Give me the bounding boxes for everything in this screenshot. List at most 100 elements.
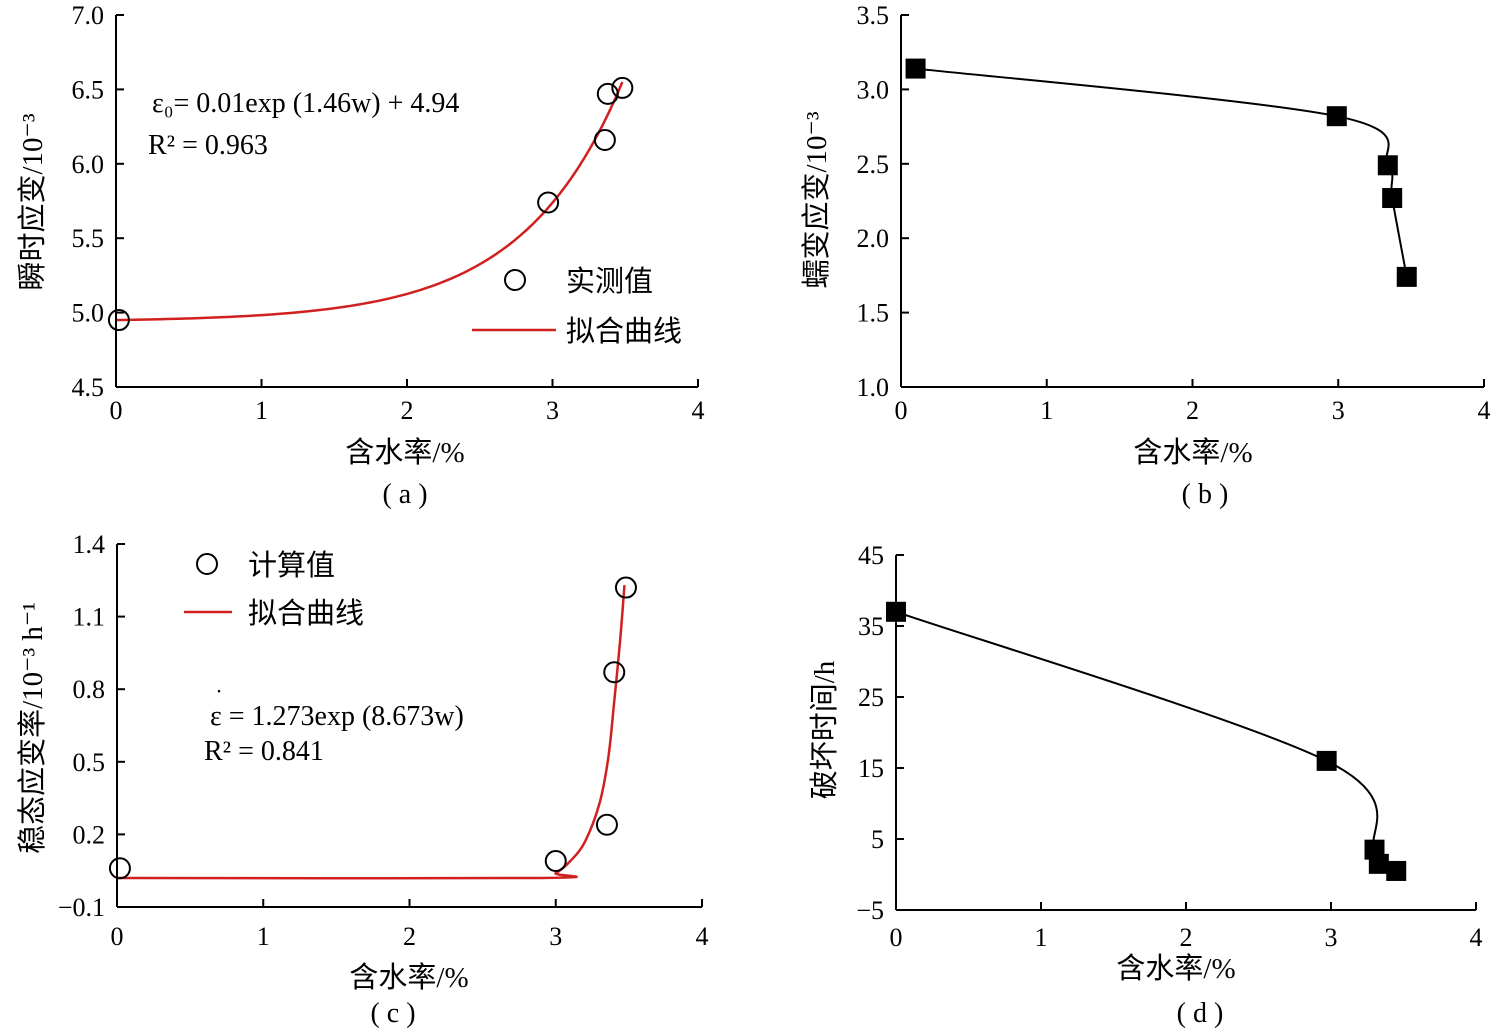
panel-c-x-tick-label: 2	[403, 922, 416, 951]
panel-a-legend-circle-marker	[504, 269, 526, 291]
panel-c-x-tick-label: 4	[696, 922, 709, 951]
panel-d-data-point	[1316, 750, 1337, 771]
panel-c-legend-fit-label: 拟合曲线	[248, 597, 364, 630]
panel-c-y-tick-label: 0.8	[73, 675, 106, 704]
panel-a-data-point	[107, 309, 130, 332]
panel-c-equation: ε = 1.273exp (8.673w)	[210, 701, 464, 732]
panel-c-equation-dot: ˙	[215, 686, 223, 712]
panel-b-y-tick-label: 3.0	[857, 75, 890, 104]
panel-d-x-tick-label: 3	[1325, 923, 1338, 952]
panel-c-x-tick-label: 3	[549, 922, 562, 951]
panel-a-r-squared: R² = 0.963	[148, 130, 268, 161]
panel-d-y-tick-label: 35	[858, 612, 884, 641]
panel-b-x-tick-label: 1	[1040, 396, 1053, 425]
panel-d-series-line	[895, 610, 1397, 872]
panel-b-x-tick-label: 2	[1186, 396, 1199, 425]
panel-c-fit-curve	[116, 585, 626, 880]
panel-a-y-tick-label: 4.5	[72, 373, 105, 402]
panel-b-y-tick-label: 1.5	[857, 299, 890, 328]
panel-c-r-squared: R² = 0.841	[204, 736, 324, 767]
panel-a-marker-layer	[107, 76, 634, 332]
panel-b-x-tick-label: 4	[1478, 396, 1491, 425]
panel-a-x-axis-label: 含水率/%	[345, 436, 464, 469]
panel-d-x-tick-label: 1	[1035, 923, 1048, 952]
panel-c-y-tick-label: 0.2	[73, 820, 106, 849]
panel-b-y-tick-label: 3.5	[857, 1, 890, 30]
panel-c-data-point	[603, 661, 626, 684]
panel-d-x-tick-label: 0	[890, 923, 903, 952]
panel-b-y-tick-label: 1.0	[857, 373, 890, 402]
panel-b-y-axis-label: 蠕变应变/10⁻³	[800, 111, 833, 288]
panel-d-x-tick-label: 4	[1470, 923, 1483, 952]
panel-a-chart: 0 1 2 3 4 4.5 5.0 5.5 6.0 6.5 7.0 ε₀= 0.01exp (1.4…	[16, 1, 705, 510]
panel-b-data-point	[1382, 188, 1403, 209]
panel-b-series-line	[915, 67, 1408, 278]
panel-d-data-point	[1386, 860, 1407, 881]
panel-d-label: ( d )	[1177, 998, 1224, 1029]
panel-b-axes: 0 1 2 3 4 1.0 1.5 2.0 2.5 3.0 3.5	[857, 1, 1491, 425]
panel-c-legend-circle-marker	[196, 553, 218, 575]
panel-a-fit-curve-layer	[115, 81, 624, 322]
panel-d-y-tick-label: −5	[856, 896, 884, 925]
panel-a-label: ( a )	[382, 479, 427, 510]
panel-a-y-tick-label: 6.5	[72, 75, 105, 104]
panel-c-chart: 0 1 2 3 4 −0.1 0.2 0.5 0.8 1.1 1.4 计算值 拟合曲线 ˙ ε = …	[16, 530, 709, 1029]
panel-c-y-tick-label: 1.4	[73, 530, 106, 559]
panel-a-x-tick-label: 3	[546, 396, 559, 425]
panel-b-y-tick-label: 2.0	[857, 224, 890, 253]
panel-d-y-tick-label: 5	[871, 825, 884, 854]
panel-a-equation: ε₀= 0.01exp (1.46w) + 4.94	[152, 88, 459, 119]
panel-b-x-tick-label: 0	[895, 396, 908, 425]
panel-c-x-tick-label: 1	[257, 922, 270, 951]
panel-a-data-point	[611, 76, 634, 99]
panel-b-x-tick-label: 3	[1332, 396, 1345, 425]
panel-a-x-tick-label: 2	[401, 396, 414, 425]
panel-a-legend-fit-label: 拟合曲线	[566, 315, 682, 348]
panel-d-chart: 0 1 2 3 4 −5 5 15 25 35 45 含水率/% 破坏时间/h ( d )	[808, 541, 1483, 1029]
panel-b-marker-layer	[905, 58, 1417, 287]
panel-a-legend: 实测值 拟合曲线	[472, 265, 682, 348]
panel-d-y-axis-label: 破坏时间/h	[808, 660, 841, 799]
panel-a-data-point	[593, 128, 616, 151]
panel-d-x-tick-label: 2	[1180, 923, 1193, 952]
panel-b-line-layer	[915, 67, 1408, 278]
panel-b-chart: 0 1 2 3 41.01.52.02.53.03.5 含水率/% 蠕变应变/10⁻³ …	[800, 1, 1491, 510]
panel-c-x-tick-label: 0	[111, 922, 124, 951]
panel-a-legend-measured-label: 实测值	[566, 265, 653, 298]
panel-a-x-tick-label: 1	[255, 396, 268, 425]
panel-b-label: ( b )	[1182, 479, 1229, 510]
panel-c-axes: 0 1 2 3 4 −0.1 0.2 0.5 0.8 1.1 1.4	[58, 530, 709, 951]
panel-c-fit-curve-layer	[116, 585, 626, 880]
panel-a-y-tick-label: 7.0	[72, 1, 105, 30]
panel-d-x-axis-label: 含水率/%	[1116, 952, 1235, 985]
panel-c-label: ( c )	[370, 998, 415, 1029]
panel-d-data-point	[1368, 853, 1389, 874]
panel-d-y-tick-label: 45	[858, 541, 884, 570]
panel-d-y-tick-label: 15	[858, 754, 884, 783]
panel-c-marker-layer	[108, 576, 637, 880]
panel-a-axes: 0 1 2 3 4 4.5 5.0 5.5 6.0 6.5 7.0	[72, 1, 705, 425]
panel-b-data-point	[1377, 155, 1398, 176]
panel-a-data-point	[596, 82, 619, 105]
panel-b-y-tick-label: 2.5	[857, 150, 890, 179]
panel-c-y-tick-label: −0.1	[58, 893, 105, 922]
panel-c-y-tick-label: 1.1	[73, 603, 106, 632]
panel-c-y-tick-label: 0.5	[73, 748, 106, 777]
panel-a-y-tick-label: 5.0	[72, 299, 105, 328]
panel-d-line-layer	[895, 610, 1397, 872]
panel-a-y-axis-label: 瞬时应变/10⁻³	[16, 113, 49, 290]
panel-c-data-point	[614, 576, 637, 599]
panel-b-data-point	[905, 58, 926, 79]
panel-a-y-tick-label: 5.5	[72, 224, 105, 253]
panel-c-y-axis-label: 稳态应变率/10⁻³ h⁻¹	[16, 602, 49, 854]
panel-c-data-point	[544, 850, 567, 873]
panel-a-x-tick-label: 0	[110, 396, 123, 425]
panel-d-axes: 0 1 2 3 4 −5 5 15 25 35 45	[856, 541, 1482, 952]
panel-a-x-tick-label: 4	[692, 396, 705, 425]
panel-c-legend: 计算值 拟合曲线	[184, 549, 364, 630]
panel-a-data-point	[537, 191, 560, 214]
panel-c-data-point	[595, 813, 618, 836]
panel-a-y-tick-label: 6.0	[72, 150, 105, 179]
panel-d-y-tick-label: 25	[858, 683, 884, 712]
